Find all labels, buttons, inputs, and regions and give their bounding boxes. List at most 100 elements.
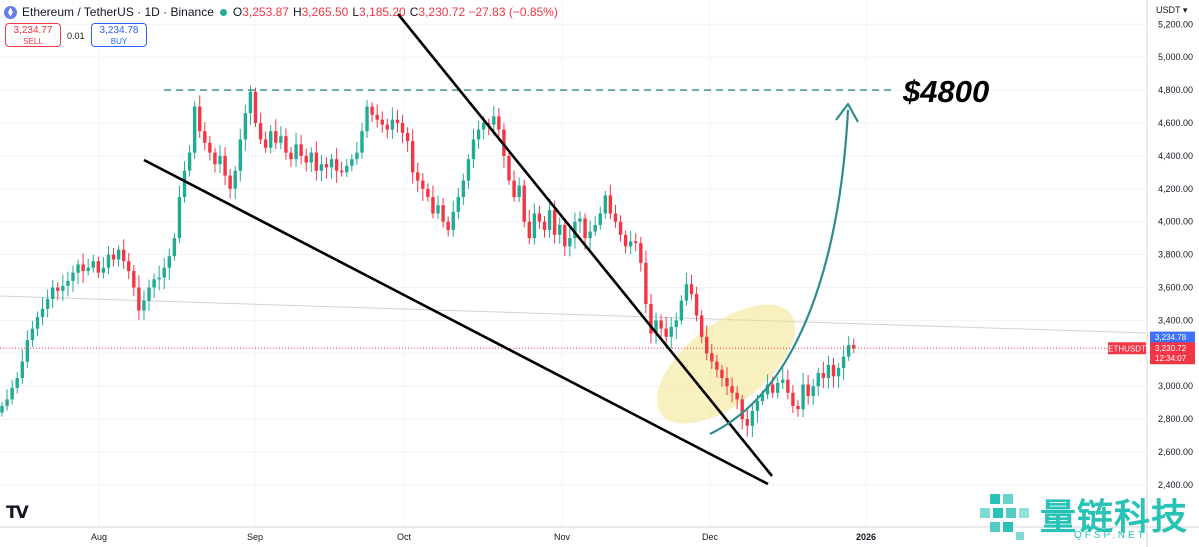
buy-button[interactable]: 3,234.78 BUY: [91, 23, 147, 47]
candle: [339, 161, 344, 177]
candle-body: [81, 264, 85, 272]
candle: [568, 226, 572, 257]
candle: [116, 245, 121, 267]
open-label: O: [232, 5, 243, 19]
target-annotation: $4800: [903, 74, 990, 109]
candle-body: [345, 165, 349, 173]
candle-body: [385, 124, 390, 130]
candle-body: [299, 144, 303, 156]
candle: [618, 215, 623, 242]
candle-body: [5, 399, 9, 406]
candle: [284, 128, 288, 160]
candle-body: [56, 287, 60, 291]
candle-body: [375, 114, 379, 120]
candle-body: [674, 320, 679, 327]
candle-body: [71, 272, 75, 281]
candle: [51, 280, 55, 309]
candle: [852, 338, 856, 353]
candle-body: [61, 285, 65, 291]
candle: [476, 120, 481, 149]
high-value: 3,265.50: [301, 5, 349, 19]
candle-body: [588, 231, 592, 239]
candle-body: [416, 172, 420, 181]
candle: [781, 367, 785, 389]
chevron-down-icon: ▾: [1182, 5, 1188, 15]
candle-body: [66, 280, 70, 286]
y-tick-label: 2,400.00: [1158, 480, 1193, 490]
sell-button[interactable]: 3,234.77 SELL: [5, 23, 61, 47]
candle-body: [304, 155, 308, 163]
candle-body: [831, 364, 836, 377]
candle-body: [370, 106, 374, 115]
candle: [461, 173, 466, 205]
candle: [45, 289, 50, 318]
candle: [563, 219, 567, 256]
candle-body: [40, 308, 45, 318]
candle: [137, 275, 141, 320]
candle-body: [836, 368, 841, 377]
candle-body: [390, 119, 395, 130]
candle-body: [111, 254, 116, 260]
candle: [162, 258, 166, 290]
candle-body: [279, 136, 283, 143]
candle: [208, 135, 212, 161]
candle: [187, 145, 192, 177]
candle-body: [517, 185, 521, 198]
candle-body: [654, 320, 658, 334]
candle: [106, 246, 111, 275]
candle-body: [634, 241, 638, 244]
candle-body: [613, 213, 618, 222]
candle: [669, 317, 673, 349]
buy-label: BUY: [110, 37, 128, 46]
y-tick-label: 4,000.00: [1158, 217, 1193, 227]
candle-body: [852, 345, 856, 349]
candle-body: [157, 277, 161, 280]
candle-body: [806, 384, 810, 397]
candle-body: [360, 131, 364, 153]
candle: [689, 274, 694, 300]
candle-body: [841, 356, 846, 369]
candle-body: [15, 377, 19, 388]
candle-body: [679, 300, 684, 321]
candle: [735, 386, 739, 410]
candle-body: [35, 317, 40, 329]
candle: [218, 145, 222, 174]
candle: [527, 209, 531, 245]
ask-tag: 3,234.78: [1155, 333, 1187, 342]
candle-body: [770, 384, 775, 393]
countdown-tag: 12:34:07: [1155, 354, 1187, 363]
candle: [664, 316, 668, 349]
market-status-icon: [219, 8, 227, 16]
y-tick-label: 2,800.00: [1158, 414, 1193, 424]
high-label: H: [292, 5, 302, 19]
candle-body: [329, 159, 334, 168]
candle-body: [421, 180, 425, 189]
candle-body: [456, 197, 460, 212]
candle-body: [203, 131, 207, 143]
last-tag-box: [1150, 342, 1195, 365]
candle-body: [314, 152, 319, 171]
symbol-title[interactable]: Ethereum / TetherUS · 1D · Binance: [22, 5, 214, 19]
candle-body: [10, 387, 14, 400]
candle-body: [76, 264, 80, 273]
candle-body: [187, 152, 192, 171]
currency-selector[interactable]: USDT ▾: [1156, 5, 1187, 16]
arrow-head-icon: [835, 102, 859, 123]
candle-body: [243, 113, 248, 140]
highlight-ellipse: [656, 304, 796, 424]
candle-body: [623, 234, 628, 247]
open-value: 3,253.87: [242, 5, 289, 19]
candle: [836, 363, 841, 388]
symbol-tag: ETHUSDT: [1108, 345, 1146, 354]
candle-body: [816, 373, 820, 387]
candle-body: [664, 328, 668, 337]
candle: [395, 109, 400, 133]
tradingview-logo-icon[interactable]: TV: [6, 503, 29, 523]
candle: [0, 401, 4, 417]
currency-label: USDT: [1156, 5, 1181, 15]
candle: [258, 112, 263, 145]
candle-body: [705, 336, 709, 354]
y-tick-label: 5,000.00: [1158, 52, 1193, 62]
candle: [679, 295, 684, 325]
